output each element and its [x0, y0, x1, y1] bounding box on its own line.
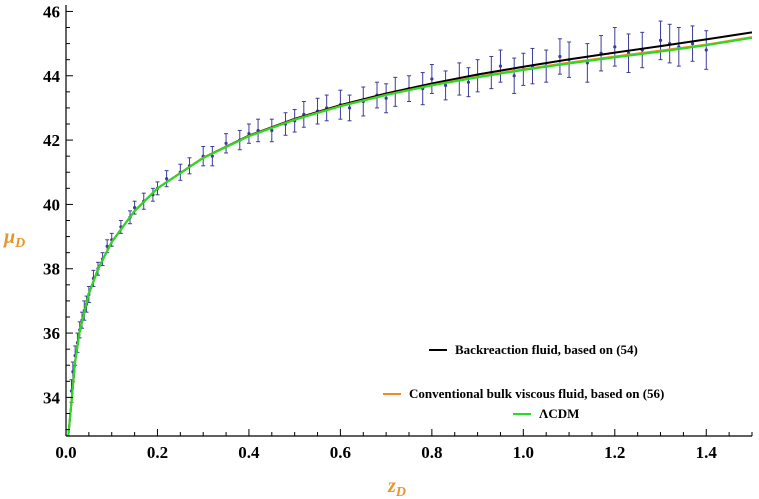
data-point	[690, 41, 695, 46]
data-point	[613, 45, 617, 49]
data-point	[384, 96, 388, 100]
x-tick-label: 0.2	[147, 443, 168, 462]
y-tick-label: 36	[43, 324, 60, 343]
data-point	[512, 74, 516, 78]
x-tick-label: 0.8	[421, 443, 442, 462]
legend-label: Backreaction fluid, based on (54)	[455, 342, 638, 357]
data-point	[466, 80, 471, 84]
series-line-backreaction	[67, 31, 752, 436]
x-tick-label: 1.0	[513, 443, 534, 462]
data-point	[133, 206, 137, 210]
data-point	[347, 106, 352, 110]
data-point	[658, 38, 663, 42]
data-point	[498, 64, 503, 68]
y-axis-title: μD	[3, 226, 25, 251]
x-tick-label: 1.4	[696, 443, 718, 462]
legend: Backreaction fluid, based on (54) Convent…	[383, 342, 664, 421]
data-point	[224, 141, 228, 145]
x-axis-title: zD	[387, 475, 406, 499]
data-point	[105, 244, 109, 248]
data-point	[443, 83, 448, 88]
y-tick-label: 34	[43, 388, 61, 407]
data-point	[704, 48, 708, 52]
y-tick-label: 46	[43, 2, 60, 21]
axes: 0.0 0.2 0.4 0.6 0.8 1.0 1.2 1.4 34 36 38 40 42 44 46	[43, 2, 753, 462]
x-tick-label: 0.0	[55, 443, 76, 462]
plot-area	[67, 20, 752, 436]
data-point	[165, 177, 169, 181]
data-point	[210, 154, 214, 158]
data-point	[270, 128, 274, 133]
y-tick-label: 44	[43, 67, 61, 86]
data-point	[430, 77, 434, 81]
legend-label: ΛCDM	[539, 406, 579, 421]
legend-label: Conventional bulk viscous fluid, based o…	[409, 386, 664, 401]
y-tick-label: 38	[43, 260, 60, 279]
series-line-bulk-viscous	[67, 36, 752, 436]
x-tick-label: 1.2	[604, 443, 625, 462]
series-line-lcdm	[67, 36, 752, 436]
y-tick-label: 42	[43, 131, 60, 150]
y-tick-label: 40	[43, 195, 60, 214]
x-tick-label: 0.4	[238, 443, 260, 462]
x-tick-label: 0.6	[330, 443, 351, 462]
data-point	[558, 54, 562, 59]
